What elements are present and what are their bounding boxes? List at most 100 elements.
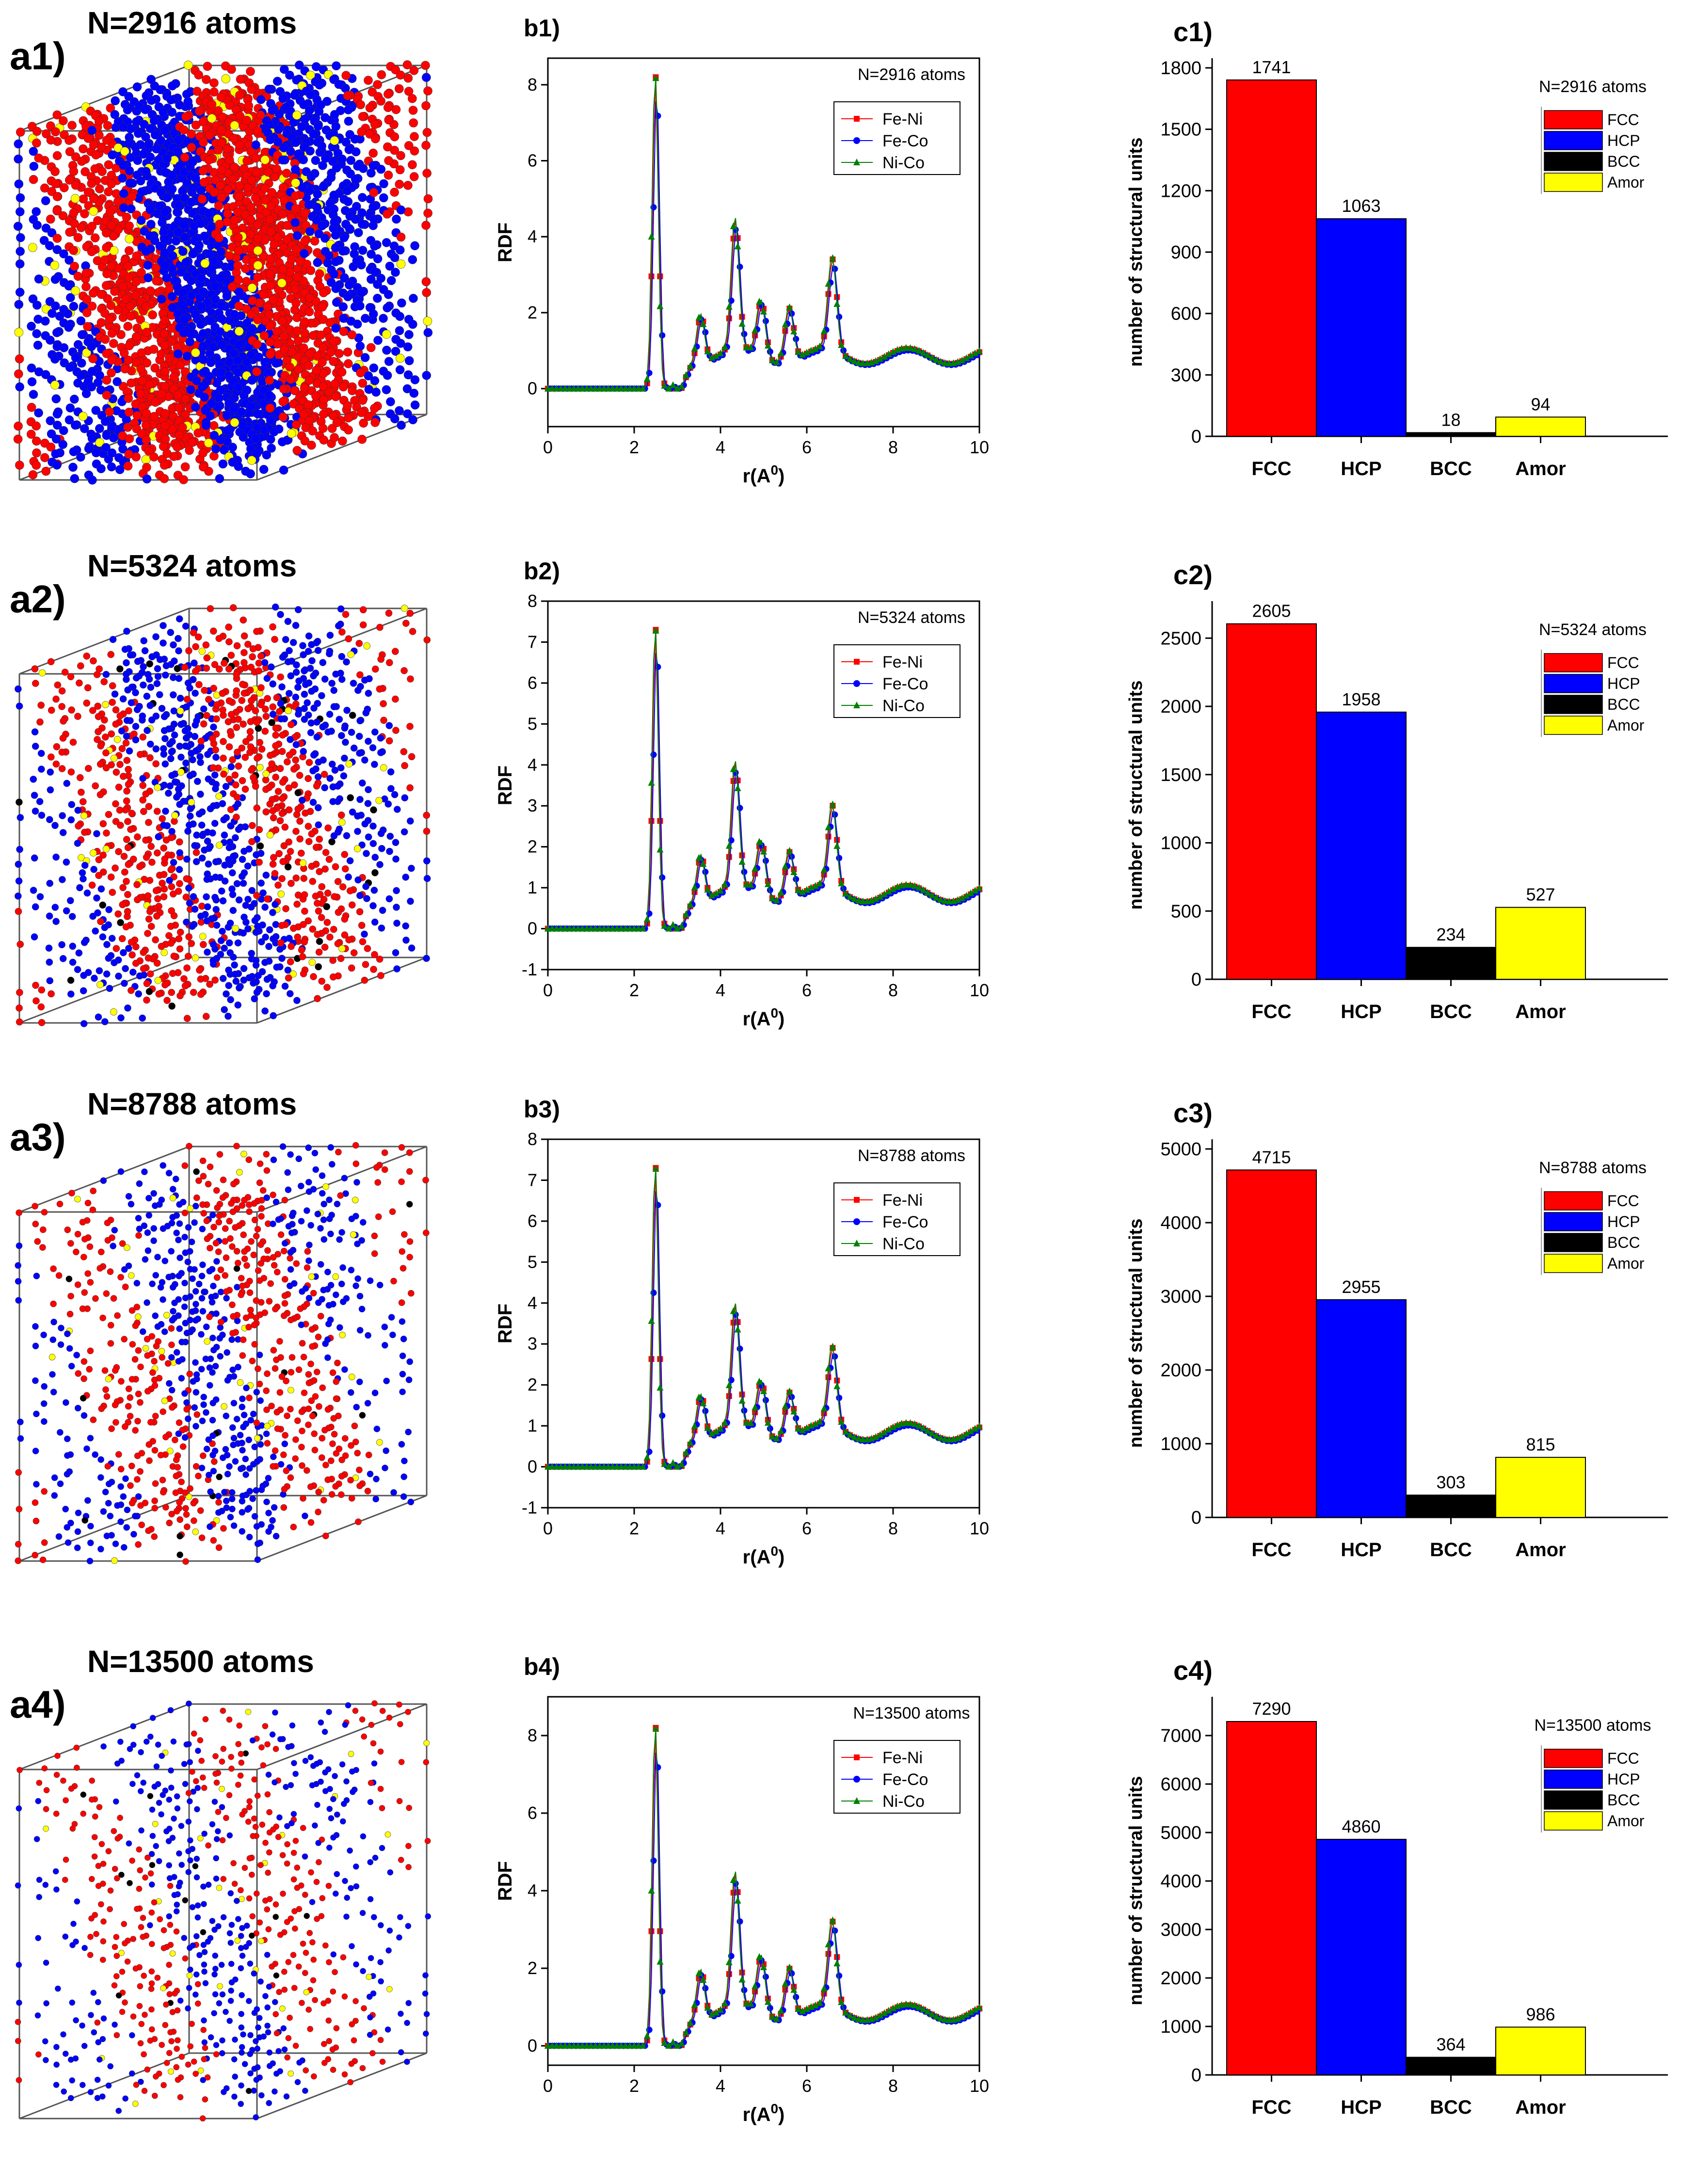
atom <box>185 884 192 892</box>
atom <box>286 990 294 998</box>
atom <box>167 923 175 930</box>
atom <box>328 680 336 687</box>
category-label: FCC <box>1251 458 1291 479</box>
atom <box>392 727 400 734</box>
atom <box>268 719 275 726</box>
atom <box>133 706 141 713</box>
atom <box>392 214 401 224</box>
atom <box>160 745 167 752</box>
atom <box>215 635 223 642</box>
atom <box>376 164 386 174</box>
atom <box>50 167 60 176</box>
atom <box>264 895 271 903</box>
atom <box>181 112 191 121</box>
atom <box>123 787 130 795</box>
atom <box>312 215 321 225</box>
atom <box>400 748 408 755</box>
atom <box>217 937 225 944</box>
atom <box>379 314 388 323</box>
atom <box>343 706 351 714</box>
atom <box>253 718 261 726</box>
atom <box>244 101 254 111</box>
atom <box>330 218 339 227</box>
atom <box>251 917 259 925</box>
atom <box>203 62 212 71</box>
atom <box>96 967 103 974</box>
atom <box>60 183 69 192</box>
atom <box>234 749 241 756</box>
atom <box>154 895 161 903</box>
atom <box>317 142 327 151</box>
atom <box>233 233 243 242</box>
atom <box>278 922 286 929</box>
atom <box>284 618 292 625</box>
atom <box>92 782 99 790</box>
atom <box>240 929 247 937</box>
atom <box>266 281 275 290</box>
atom <box>377 749 384 756</box>
rdf-point <box>842 352 849 359</box>
atom <box>90 849 97 857</box>
atom <box>205 130 214 140</box>
atom <box>269 295 278 304</box>
atom <box>143 996 150 1004</box>
y-tick-label: 6 <box>528 673 537 693</box>
atom <box>337 154 347 164</box>
atom <box>288 879 295 887</box>
atom <box>321 943 329 951</box>
atom <box>53 743 61 750</box>
rdf-point <box>548 384 556 392</box>
atom <box>332 298 341 307</box>
atom <box>262 713 270 720</box>
plot-frame <box>547 57 980 428</box>
rdf-point <box>907 344 914 351</box>
atom <box>351 215 360 224</box>
atom <box>105 811 112 818</box>
atom <box>29 146 38 156</box>
atom <box>68 706 75 714</box>
atom <box>96 665 103 673</box>
atom <box>251 140 260 150</box>
atom <box>191 120 201 130</box>
atom <box>253 892 260 899</box>
atom <box>207 113 217 123</box>
atom <box>71 180 80 190</box>
atom <box>225 100 235 110</box>
atom <box>306 70 315 80</box>
atom <box>276 945 284 953</box>
atom <box>265 403 275 413</box>
atom <box>278 397 288 406</box>
atom <box>375 797 383 804</box>
rdf-point <box>579 384 586 392</box>
atom <box>196 753 204 761</box>
atom <box>207 605 214 612</box>
atom <box>235 826 242 833</box>
atom <box>410 132 419 141</box>
atom <box>58 765 66 772</box>
atom <box>68 462 78 472</box>
atom <box>304 293 314 303</box>
atom <box>61 669 69 676</box>
atom <box>278 875 286 882</box>
atom <box>52 192 62 201</box>
rdf-point <box>790 327 798 335</box>
atom <box>145 124 155 133</box>
atom <box>192 858 200 865</box>
legend-swatch <box>1544 110 1603 129</box>
atom <box>330 703 338 710</box>
atom <box>97 742 104 749</box>
atom <box>94 117 104 126</box>
atom <box>45 241 54 251</box>
atom <box>373 80 382 89</box>
atom <box>233 642 241 650</box>
atom <box>215 327 225 336</box>
atom <box>132 117 141 127</box>
atom <box>314 804 322 812</box>
x-tick-label: 6 <box>802 437 812 457</box>
rdf-point <box>670 381 677 388</box>
atom <box>170 707 178 715</box>
atom <box>240 264 250 273</box>
atom <box>209 78 219 88</box>
atom <box>124 891 131 898</box>
atom <box>228 869 236 877</box>
